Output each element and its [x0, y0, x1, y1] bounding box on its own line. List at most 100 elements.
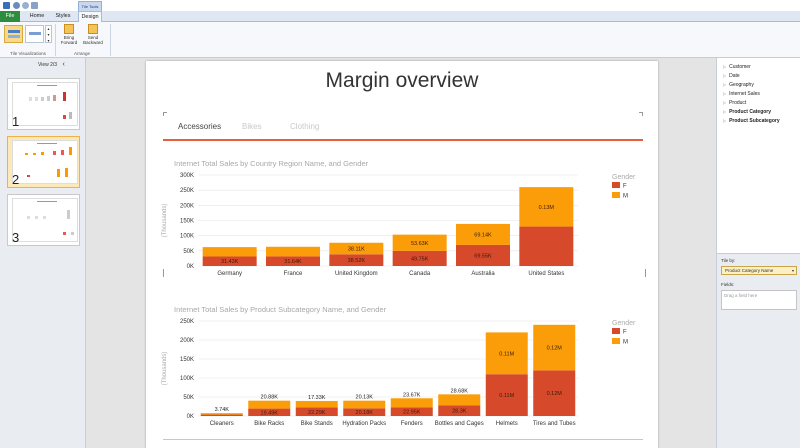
expand-icon[interactable]: ▷	[723, 82, 727, 87]
bar-segment-f	[390, 407, 433, 416]
bar-segment-f	[533, 370, 576, 416]
layout-section: Tile by: Product Category Name ▾ Fields:…	[717, 253, 800, 448]
tile-by-label: Tile by:	[721, 258, 736, 263]
group-label-tile-visualizations: Tile Visualizations	[10, 51, 46, 56]
quick-access-toolbar: Tile Tools	[0, 0, 800, 11]
tile-corner-handle[interactable]	[639, 112, 643, 116]
tab-file[interactable]: File	[0, 11, 20, 22]
tile-tools-context-label: Tile Tools	[78, 1, 102, 11]
legend-title: Gender	[612, 320, 636, 327]
field-item-internet-sales[interactable]: ▷ Internet Sales	[723, 91, 760, 97]
ribbon-panel: ▴ ▾ ▾ Tile Visualizations Bring Forward Se…	[0, 22, 800, 58]
x-tick-label: Bike Racks	[254, 421, 284, 427]
x-tick-label: Bottles and Cages	[435, 421, 484, 427]
tab-bikes[interactable]: Bikes	[242, 122, 262, 131]
chart-country-gender[interactable]: 0K 50K 100K 150K 200K 250K 300K (Thousands) 31.4…	[146, 171, 658, 296]
fields-drop-zone[interactable]: Drag a field here	[721, 290, 797, 310]
y-tick-label: 50K	[183, 395, 194, 401]
field-item-date[interactable]: ▷ Date	[723, 73, 740, 79]
bar-segment-m	[485, 332, 528, 375]
fields-label: Fields:	[721, 282, 735, 287]
customize-icon[interactable]	[31, 2, 38, 9]
field-item-customer[interactable]: ▷ Customer	[723, 64, 751, 70]
ribbon-separator	[55, 24, 56, 56]
expand-icon[interactable]: ▷	[723, 100, 727, 105]
thumb-bar	[63, 92, 66, 101]
tile-flow-button[interactable]	[25, 25, 44, 43]
bar-segment-m	[533, 324, 576, 371]
send-backward-label: Send Backward	[83, 35, 103, 45]
bar-segment-m	[295, 400, 338, 408]
thumb-bar	[63, 232, 66, 235]
field-item-product-category[interactable]: ▷ Product Category	[723, 109, 771, 115]
bring-forward-button[interactable]: Bring Forward	[58, 24, 80, 50]
bring-forward-label: Bring Forward	[60, 35, 78, 45]
y-tick-label: 250K	[180, 188, 194, 194]
chevron-down-icon[interactable]: ▾	[791, 268, 794, 273]
legend-label-f: F	[623, 330, 627, 336]
y-tick-label: 100K	[180, 376, 194, 382]
view-thumbnail-1[interactable]: 1	[7, 78, 80, 130]
thumb-bar	[33, 153, 36, 155]
ribbon-tabs: File Home Styles Design	[0, 11, 800, 23]
chart-title-subcategory: Internet Total Sales by Product Subcateg…	[174, 305, 387, 314]
field-item-label: Customer	[729, 64, 751, 70]
expand-icon[interactable]: ▷	[723, 73, 727, 78]
view-counter: View 2/3 ‹	[38, 61, 65, 68]
data-label: 0.12M	[547, 391, 563, 397]
visualizations-scroll[interactable]: ▴ ▾ ▾	[45, 25, 52, 43]
thumb-bar	[47, 96, 50, 101]
collapse-pane-icon[interactable]: ‹	[62, 61, 65, 68]
data-label: 49.75K	[411, 256, 429, 262]
y-tick-label: 0K	[187, 414, 194, 420]
thumbnail-title	[37, 143, 57, 144]
field-item-product[interactable]: ▷ Product	[723, 100, 746, 106]
view-thumbnail-2[interactable]: 2	[7, 136, 80, 188]
field-list-pane: ▷ Customer ▷ Date ▷ Geography ▷ Internet Sal…	[716, 58, 800, 448]
field-item-product-subcategory[interactable]: ▷ Product Subcategory	[723, 118, 780, 124]
thumb-bar	[69, 147, 72, 155]
tab-home[interactable]: Home	[29, 13, 45, 19]
send-backward-button[interactable]: Send Backward	[82, 24, 104, 50]
expand-icon[interactable]: ▷	[723, 109, 727, 114]
data-label: 38.52K	[348, 258, 366, 264]
thumbnail-title	[37, 85, 57, 86]
save-icon[interactable]	[3, 2, 10, 9]
x-tick-label: Cleaners	[210, 421, 234, 427]
y-tick-label: 100K	[180, 234, 194, 240]
send-backward-icon	[88, 24, 98, 34]
view-thumbnail-3[interactable]: 3	[7, 194, 80, 246]
y-tick-label: 50K	[183, 249, 194, 255]
data-label: 31.43K	[221, 259, 239, 265]
tab-design[interactable]: Design	[78, 11, 102, 23]
legend-swatch-f	[612, 182, 620, 188]
undo-icon[interactable]	[13, 2, 20, 9]
expand-icon[interactable]: ▷	[723, 64, 727, 69]
report-canvas: Margin overview Accessories Bikes Clothi…	[86, 58, 716, 448]
tile-by-dropdown[interactable]: Product Category Name ▾	[721, 266, 797, 275]
redo-icon[interactable]	[22, 2, 29, 9]
thumb-bar	[63, 115, 66, 119]
bar-segment-m	[248, 400, 291, 409]
thumb-bar	[69, 112, 72, 119]
chart-subcategory-gender[interactable]: 0K 50K 100K 150K 200K 250K (Thousands) 3.74K Cle…	[146, 317, 658, 442]
expand-icon[interactable]: ▷	[723, 118, 727, 123]
tile-corner-handle[interactable]	[642, 269, 646, 277]
field-item-geography[interactable]: ▷ Geography	[723, 82, 754, 88]
tab-clothing[interactable]: Clothing	[290, 122, 320, 131]
page-title[interactable]: Margin overview	[325, 69, 479, 92]
data-label: 0.12M	[547, 346, 563, 352]
tile-strip-button[interactable]	[4, 25, 23, 43]
bar-segment-m	[266, 246, 320, 257]
expand-icon[interactable]: ▷	[723, 91, 727, 96]
data-label: 20.13K	[356, 395, 374, 401]
tab-accessories[interactable]: Accessories	[178, 122, 222, 131]
bar-segment-m	[202, 247, 257, 257]
thumbnail-number: 1	[12, 114, 20, 129]
thumb-bar	[65, 168, 68, 177]
data-label: 0.11M	[499, 351, 514, 357]
bar-segment-f	[266, 256, 320, 266]
tile-corner-handle[interactable]	[163, 269, 167, 277]
tile-corner-handle[interactable]	[163, 112, 167, 116]
tab-styles[interactable]: Styles	[55, 13, 71, 19]
